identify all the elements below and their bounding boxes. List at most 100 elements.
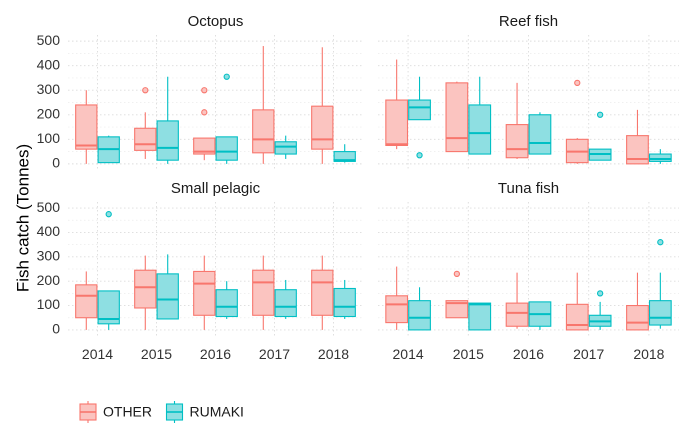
outlier-point	[142, 87, 149, 94]
box-iqr	[274, 141, 297, 155]
box-iqr	[215, 136, 238, 161]
box-iqr	[311, 105, 334, 150]
box-other-2014	[385, 59, 409, 150]
box-iqr	[156, 273, 179, 320]
box-rumaki-2015	[156, 254, 179, 320]
x-tick-label: 2018	[318, 346, 349, 362]
box-rumaki-2015	[468, 76, 492, 155]
box-other-2017	[565, 272, 589, 331]
panel-title: Reef fish	[499, 13, 558, 30]
box-other-2014	[75, 271, 98, 330]
box-rumaki-2014	[97, 135, 120, 164]
box-other-2016	[505, 272, 529, 329]
box-rumaki-2018	[648, 239, 672, 329]
box-rumaki-2016	[215, 73, 238, 164]
outlier-point	[416, 152, 423, 159]
panel-title: Octopus	[188, 13, 244, 30]
x-tick-label: 2015	[453, 346, 484, 362]
box-iqr	[156, 120, 179, 161]
box-iqr	[408, 99, 431, 121]
box-rumaki-2017	[588, 111, 612, 161]
box-iqr	[445, 82, 469, 153]
box-iqr	[648, 300, 672, 326]
legend-label: OTHER	[103, 404, 152, 420]
box-rumaki-2015	[156, 76, 179, 164]
legend-item-rumaki: RUMAKI	[165, 401, 244, 423]
x-tick-label: 2014	[393, 346, 424, 362]
x-tick-label: 2016	[513, 346, 544, 362]
box-other-2015	[134, 255, 157, 330]
box-other-2015	[445, 270, 469, 319]
box-iqr	[215, 289, 238, 318]
box-iqr	[75, 284, 98, 319]
box-iqr	[626, 135, 649, 165]
x-tick-label: 2018	[633, 346, 664, 362]
box-other-2018	[626, 272, 649, 331]
x-tick-label: 2017	[573, 346, 604, 362]
box-other-2016	[505, 82, 529, 159]
outlier-point	[201, 109, 208, 116]
panel-tuna-fish: Tuna fish 2014 2015 2016 2017 2018	[378, 180, 679, 362]
box-other-2014	[385, 266, 409, 330]
outlier-point	[657, 239, 664, 246]
box-iqr	[75, 104, 98, 150]
outlier-point	[574, 79, 581, 87]
box-iqr	[505, 302, 529, 327]
box-iqr	[193, 270, 216, 316]
box-iqr	[193, 137, 216, 155]
box-iqr	[385, 295, 409, 324]
y-tick-label: 0	[52, 321, 60, 337]
box-other-2017	[252, 255, 275, 330]
box-rumaki-2016	[215, 281, 238, 319]
y-tick-label: 500	[37, 199, 61, 215]
box-rumaki-2016	[528, 301, 552, 330]
y-tick-label: 300	[37, 81, 61, 97]
box-iqr	[565, 303, 589, 331]
box-rumaki-2014	[408, 287, 431, 331]
outlier-point	[596, 111, 604, 118]
box-rumaki-2017	[274, 135, 297, 159]
y-tick-label: 100	[37, 130, 61, 146]
panel-title: Tuna fish	[498, 180, 559, 197]
box-rumaki-2017	[588, 290, 612, 330]
plot-area: Octopus 0 100 200 300 400 500 Reef fish Small pe…	[37, 13, 679, 362]
box-iqr	[134, 127, 157, 151]
box-rumaki-2014	[97, 211, 120, 330]
y-tick-label: 200	[37, 272, 61, 288]
box-iqr	[252, 269, 275, 316]
box-other-2017	[565, 79, 589, 164]
outlier-point	[596, 290, 604, 297]
panel-octopus: Octopus 0 100 200 300 400 500	[37, 13, 363, 171]
box-iqr	[252, 109, 275, 154]
box-iqr	[134, 269, 157, 309]
panel-reef-fish: Reef fish	[378, 13, 679, 170]
legend: OTHER RUMAKI	[79, 401, 244, 423]
x-tick-label: 2016	[200, 346, 231, 362]
box-iqr	[333, 287, 356, 318]
box-iqr	[468, 104, 492, 155]
y-tick-label: 0	[52, 155, 60, 171]
box-other-2018	[626, 109, 649, 165]
panel-title: Small pelagic	[171, 180, 261, 197]
box-other-2014	[75, 90, 98, 164]
x-tick-label: 2015	[141, 346, 172, 362]
box-other-2017	[252, 46, 275, 164]
y-tick-label: 400	[37, 223, 61, 239]
box-other-2016	[193, 87, 216, 161]
box-iqr	[445, 300, 469, 319]
y-tick-label: 200	[37, 105, 61, 121]
box-other-2016	[193, 255, 216, 330]
box-other-2018	[311, 47, 334, 164]
y-tick-label: 300	[37, 248, 61, 264]
box-rumaki-2018	[333, 279, 356, 319]
y-axis-title: Fish catch (Tonnes)	[13, 144, 32, 292]
legend-item-other: OTHER	[79, 401, 152, 423]
box-iqr	[408, 300, 431, 331]
legend-label: RUMAKI	[190, 404, 244, 420]
panel-small-pelagic: Small pelagic 0 100 200 300 400 500 2014 2015 201…	[37, 180, 363, 362]
box-iqr	[648, 153, 672, 162]
box-rumaki-2018	[333, 144, 356, 163]
y-tick-label: 100	[37, 296, 61, 312]
box-other-2018	[311, 255, 334, 330]
